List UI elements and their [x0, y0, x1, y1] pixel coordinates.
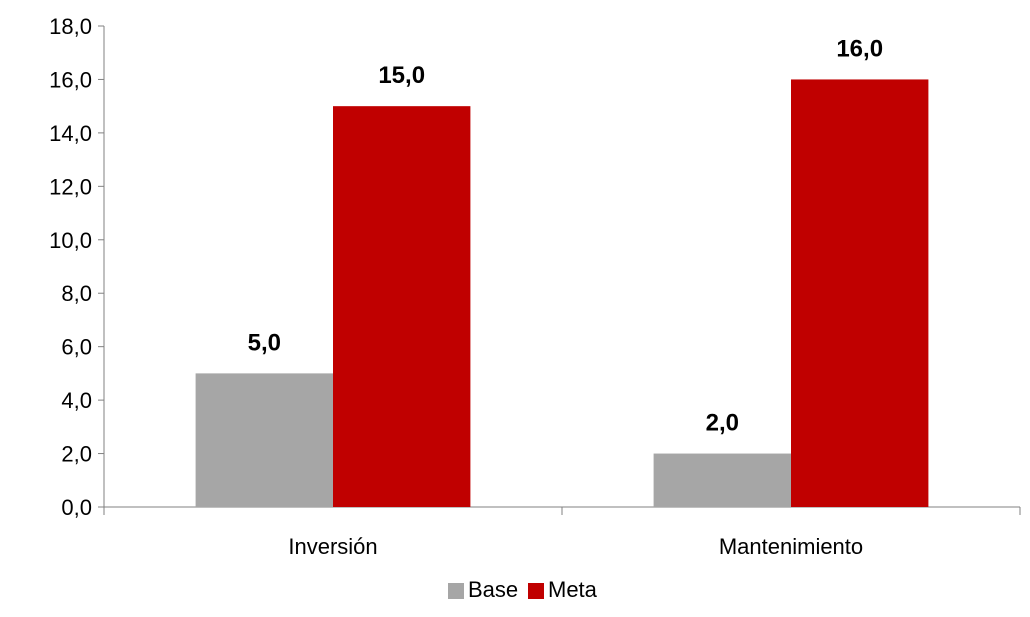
bar-meta-1	[791, 79, 929, 507]
y-axis: 0,0 2,0 4,0 6,0 8,0 10,0 12,0 14,0 16,0 18,0	[49, 14, 105, 520]
bars	[195, 79, 929, 508]
y-tick-label: 8,0	[61, 281, 92, 306]
legend: Base Meta	[448, 577, 598, 602]
data-label: 15,0	[378, 62, 425, 89]
bar-base-0	[195, 373, 333, 507]
y-tick-label: 16,0	[49, 67, 92, 92]
y-tick-label: 4,0	[61, 388, 92, 413]
data-label: 16,0	[836, 35, 883, 62]
y-tick-label: 12,0	[49, 174, 92, 199]
data-label: 2,0	[706, 410, 739, 437]
y-tick-label: 0,0	[61, 495, 92, 520]
legend-swatch-base	[448, 583, 464, 599]
y-tick-label: 6,0	[61, 335, 92, 360]
y-tick-label: 18,0	[49, 14, 92, 39]
y-tick-label: 2,0	[61, 442, 92, 467]
x-category-label: Mantenimiento	[719, 534, 863, 559]
legend-label-meta: Meta	[548, 577, 598, 602]
y-tick-label: 14,0	[49, 121, 92, 146]
bar-base-1	[653, 453, 791, 507]
y-tick-label: 10,0	[49, 228, 92, 253]
x-category-label: Inversión	[288, 534, 377, 559]
data-labels: 5,0 15,0 2,0 16,0	[248, 35, 883, 436]
data-label: 5,0	[248, 329, 281, 356]
x-axis: Inversión Mantenimiento	[103, 506, 1021, 559]
bar-meta-0	[333, 106, 471, 508]
legend-swatch-meta	[528, 583, 544, 599]
legend-label-base: Base	[468, 577, 518, 602]
